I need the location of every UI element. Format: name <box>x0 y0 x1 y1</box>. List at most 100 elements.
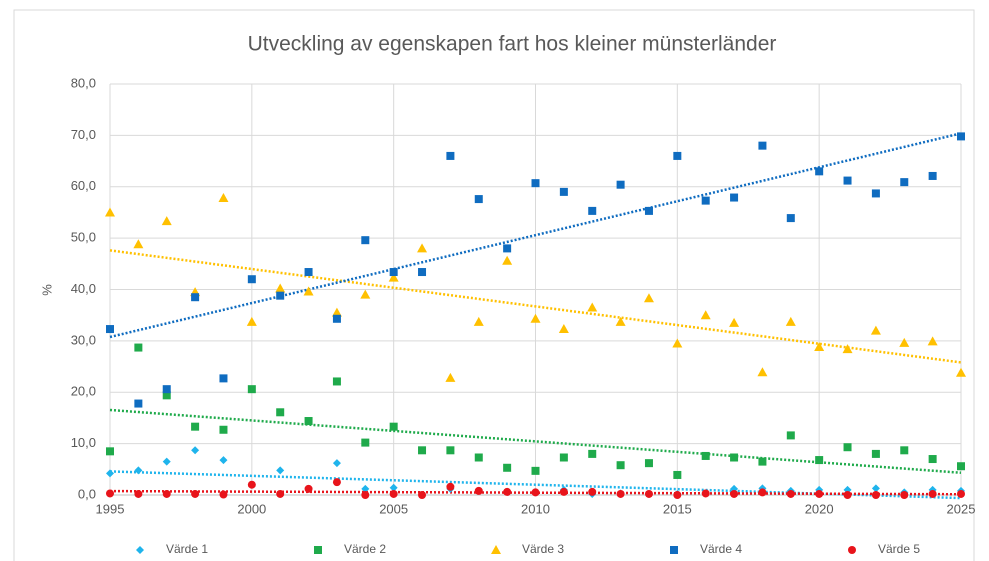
point <box>559 487 568 496</box>
point <box>191 293 200 302</box>
point <box>389 422 398 431</box>
point <box>758 141 767 150</box>
point <box>956 367 966 377</box>
point <box>246 316 257 326</box>
y-tick-label: 70,0 <box>71 127 96 142</box>
y-tick-label: 40,0 <box>71 281 96 296</box>
point <box>303 286 314 296</box>
point <box>445 372 456 382</box>
point <box>729 317 740 327</box>
legend-label: Värde 1 <box>166 542 208 556</box>
point <box>503 487 512 496</box>
point <box>389 268 398 277</box>
marker <box>491 545 501 554</box>
point <box>106 469 114 478</box>
point <box>276 466 285 475</box>
point <box>162 385 171 394</box>
marker <box>670 546 678 554</box>
y-tick-label: 20,0 <box>71 384 96 399</box>
point <box>700 310 711 320</box>
chart-title: Utveckling av egenskapen fart hos kleine… <box>248 33 777 56</box>
point <box>530 313 541 323</box>
point <box>870 325 881 335</box>
x-tick-label: 2025 <box>947 501 976 516</box>
point <box>672 338 683 348</box>
point <box>701 451 710 460</box>
x-tick-label: 2010 <box>521 501 550 516</box>
y-tick-label: 60,0 <box>71 178 96 193</box>
point <box>446 151 455 160</box>
point <box>474 453 483 462</box>
point <box>247 480 256 489</box>
trend-line <box>109 249 962 364</box>
point <box>786 489 795 498</box>
y-tick-label: 30,0 <box>71 332 96 347</box>
point <box>134 399 143 408</box>
point <box>871 484 880 493</box>
point <box>558 324 569 334</box>
point <box>503 463 512 472</box>
legend-label: Värde 3 <box>522 542 564 556</box>
point <box>247 385 256 394</box>
point <box>219 456 228 465</box>
point <box>276 291 285 300</box>
point <box>758 488 767 497</box>
point <box>928 455 937 464</box>
legend-label: Värde 2 <box>344 542 386 556</box>
point <box>388 272 399 282</box>
point <box>389 489 398 498</box>
point <box>559 453 568 462</box>
point <box>133 239 144 249</box>
point <box>531 179 540 188</box>
point <box>361 484 370 493</box>
marker <box>848 546 856 554</box>
point <box>900 446 909 455</box>
point <box>332 478 341 487</box>
point <box>219 374 228 383</box>
point <box>730 453 739 462</box>
point <box>531 488 540 497</box>
point <box>815 456 824 465</box>
point <box>730 193 739 202</box>
y-tick-label: 50,0 <box>71 230 96 245</box>
point <box>418 491 427 499</box>
point <box>616 489 625 498</box>
point <box>616 180 625 189</box>
point <box>871 491 880 499</box>
point <box>304 484 313 493</box>
point <box>899 337 910 347</box>
x-tick-label: 2015 <box>663 501 692 516</box>
legend-label: Värde 5 <box>878 542 920 556</box>
point <box>105 207 115 217</box>
point <box>673 491 682 499</box>
point <box>331 307 342 317</box>
point <box>162 457 171 466</box>
point <box>928 489 937 498</box>
point <box>701 196 710 205</box>
point <box>304 268 313 277</box>
point <box>219 490 228 499</box>
point <box>360 289 371 299</box>
point <box>843 176 852 185</box>
point <box>957 489 965 498</box>
point <box>559 187 568 196</box>
point <box>815 489 824 498</box>
point <box>928 171 937 180</box>
point <box>106 489 114 498</box>
point <box>644 489 653 498</box>
point <box>106 325 114 334</box>
point <box>247 275 256 284</box>
point <box>304 417 313 426</box>
point <box>134 466 143 475</box>
point <box>588 449 597 458</box>
point <box>786 431 795 440</box>
x-tick-label: 1995 <box>96 501 125 516</box>
point <box>361 236 370 245</box>
marker <box>314 546 322 554</box>
point <box>219 425 228 434</box>
point <box>361 491 370 499</box>
point <box>531 466 540 475</box>
point <box>588 206 597 215</box>
point <box>615 316 626 326</box>
